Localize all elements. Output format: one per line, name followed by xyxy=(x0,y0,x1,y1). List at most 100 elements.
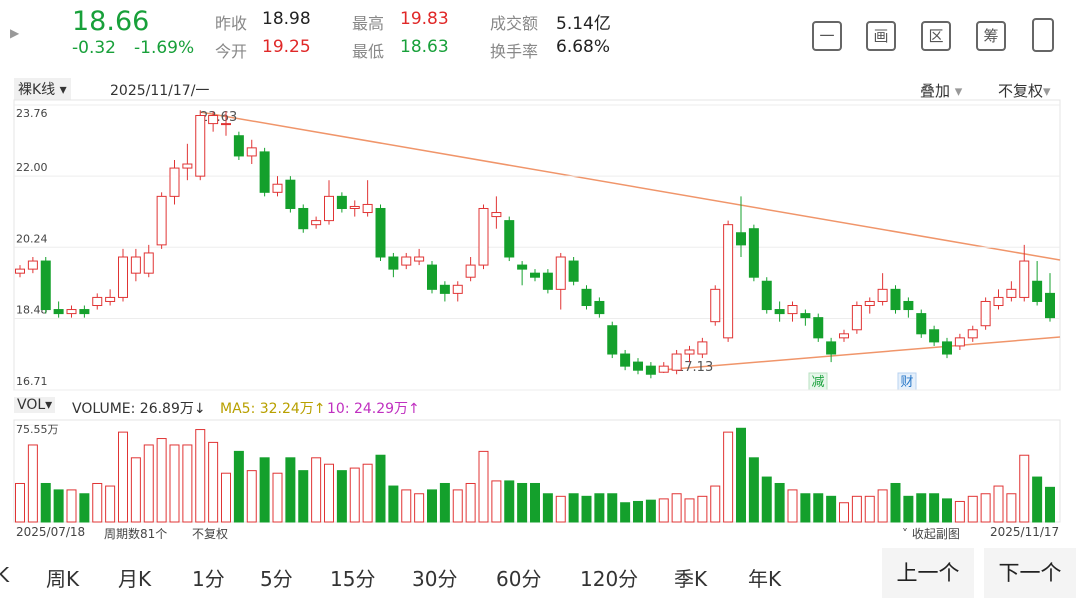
volume-bar xyxy=(40,482,51,523)
period-tab[interactable]: 30分 xyxy=(412,567,458,591)
volume-bar xyxy=(723,431,734,523)
volume-bar xyxy=(967,495,978,523)
candle-body xyxy=(233,135,244,157)
volume-bar xyxy=(118,431,128,523)
candle-body xyxy=(1032,280,1043,302)
period-tab[interactable]: 15分 xyxy=(330,567,376,591)
candle-body xyxy=(1006,288,1017,298)
volume-bar xyxy=(285,457,296,523)
icon-button[interactable]: 一 xyxy=(812,21,842,51)
candle-body xyxy=(542,272,553,290)
period-tab[interactable]: 1分 xyxy=(192,567,225,591)
icon-button[interactable]: 画 xyxy=(866,21,896,51)
candle-body xyxy=(156,195,167,246)
candle-body xyxy=(736,232,746,246)
volume-bar xyxy=(246,470,257,523)
stat-label: 换手率 xyxy=(490,42,539,61)
candle-body xyxy=(15,268,25,274)
period-tab[interactable]: 5分 xyxy=(260,567,293,591)
mode: 裸K线 xyxy=(18,82,56,98)
volume-bar xyxy=(620,502,631,523)
candle-body xyxy=(362,203,373,214)
period-tab[interactable]: K xyxy=(0,563,10,587)
volume-bar xyxy=(542,493,553,523)
volume-bar xyxy=(1045,486,1055,523)
period-tab[interactable]: 月K xyxy=(118,567,152,591)
candle-body xyxy=(246,147,257,157)
stat-value: 18.63 xyxy=(400,37,449,57)
icon-button[interactable]: 区 xyxy=(921,21,951,51)
volume-bar xyxy=(658,498,669,523)
volume-bar xyxy=(980,493,991,523)
volume-bar xyxy=(208,441,219,523)
candle-body xyxy=(877,288,888,302)
y-tick-label: 23.76 xyxy=(16,107,48,120)
volume-bar xyxy=(130,457,141,523)
candle-body xyxy=(568,260,579,282)
candle-body xyxy=(66,309,77,315)
candle-body xyxy=(980,300,991,327)
candle-body xyxy=(620,353,631,367)
expand-arrow[interactable]: ▶ xyxy=(10,26,20,40)
trend-line xyxy=(661,336,1061,371)
period-tab[interactable]: 季K xyxy=(674,567,708,591)
candle-body xyxy=(826,341,837,355)
volume-bar xyxy=(233,450,244,523)
volume-bar xyxy=(156,438,167,523)
candle-body xyxy=(774,309,785,315)
volume-bar xyxy=(942,498,952,523)
volume-bar xyxy=(362,463,373,523)
rotate-icon[interactable] xyxy=(1032,18,1054,52)
candle-body xyxy=(645,365,656,375)
mode-select[interactable]: 裸K线 ▾ xyxy=(14,78,71,100)
volume-bar xyxy=(916,493,927,523)
volume-bar xyxy=(427,489,437,523)
footer-adjust: 不复权 xyxy=(192,527,229,541)
prev-button[interactable]: 上一个 xyxy=(882,548,974,598)
kline-frame xyxy=(13,99,1061,391)
candle-body xyxy=(195,115,206,177)
candle-body xyxy=(452,284,463,294)
volume-bar xyxy=(710,485,721,523)
volume-bar xyxy=(182,444,193,523)
volume-bar xyxy=(504,480,515,523)
candle-body xyxy=(285,179,296,209)
indicator-select[interactable]: VOL▾ xyxy=(14,397,56,413)
candle-body xyxy=(208,115,219,125)
volume-bar xyxy=(530,482,540,523)
candle-body xyxy=(658,365,669,373)
volume-bar xyxy=(105,485,116,523)
period-tab[interactable]: 年K xyxy=(748,567,782,591)
candle-body xyxy=(504,220,515,258)
collapse-label: 收起副图 xyxy=(911,527,960,541)
collapse-button[interactable]: ˅ 收起副图 xyxy=(902,527,960,541)
period-tab[interactable]: 120分 xyxy=(580,567,639,591)
candle-body xyxy=(414,256,425,262)
next-button[interactable]: 下一个 xyxy=(984,548,1076,598)
candle-body xyxy=(748,228,759,278)
candle-body xyxy=(182,163,193,169)
volume-bar xyxy=(864,495,875,523)
stat-value: 19.25 xyxy=(262,37,311,57)
volume-bar xyxy=(594,493,605,523)
volume-bar xyxy=(890,482,901,523)
y-tick-label: 22.00 xyxy=(16,161,48,174)
volume-bar xyxy=(491,480,502,523)
adjust-select[interactable]: 不复权▾ xyxy=(998,82,1051,100)
stat-label: 最高 xyxy=(352,14,385,33)
overlay-select[interactable]: 叠加 ▾ xyxy=(920,82,963,100)
candle-body xyxy=(684,349,695,355)
vol-legend: VOLUME: 26.89万↓ xyxy=(72,401,206,417)
period-tab[interactable]: 60分 xyxy=(496,567,542,591)
volume-bar xyxy=(581,495,592,523)
trend-line xyxy=(199,111,1061,261)
candle-body xyxy=(491,212,502,218)
indicator: VOL xyxy=(17,397,46,413)
volume-bar xyxy=(53,489,64,523)
candle-body xyxy=(105,296,116,302)
candle-body xyxy=(478,207,489,266)
icon-button[interactable]: 筹 xyxy=(976,21,1006,51)
volume-bar xyxy=(27,444,38,523)
period-tab[interactable]: 周K xyxy=(46,567,80,591)
candle-body xyxy=(697,341,708,355)
